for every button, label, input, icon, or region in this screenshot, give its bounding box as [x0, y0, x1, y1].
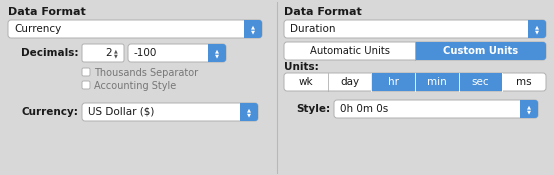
Text: ▼: ▼ [247, 112, 251, 117]
Text: ▼: ▼ [251, 29, 255, 34]
Text: -100: -100 [134, 48, 157, 58]
Text: Data Format: Data Format [8, 7, 86, 17]
Text: Custom Units: Custom Units [443, 46, 518, 56]
Text: sec: sec [471, 77, 489, 87]
Bar [520, 100, 529, 118]
Text: ▲: ▲ [251, 24, 255, 29]
Text: Automatic Units: Automatic Units [310, 46, 389, 56]
Text: Accounting Style: Accounting Style [94, 81, 176, 91]
FancyBboxPatch shape [82, 81, 90, 89]
Text: 0h 0m 0s: 0h 0m 0s [340, 104, 388, 114]
FancyBboxPatch shape [415, 42, 546, 60]
Bar [371, 73, 502, 91]
Text: ▲: ▲ [247, 107, 251, 112]
Text: 2: 2 [105, 48, 112, 58]
Text: ▲: ▲ [527, 104, 531, 109]
FancyBboxPatch shape [208, 44, 226, 62]
FancyBboxPatch shape [284, 42, 546, 60]
FancyBboxPatch shape [240, 103, 258, 121]
Text: ▼: ▼ [215, 53, 219, 58]
Text: ▲: ▲ [114, 48, 118, 54]
FancyBboxPatch shape [520, 100, 538, 118]
Text: ms: ms [516, 77, 532, 87]
FancyBboxPatch shape [8, 20, 262, 38]
FancyBboxPatch shape [334, 100, 538, 118]
Text: Style:: Style: [296, 104, 330, 114]
Text: ▼: ▼ [114, 53, 118, 58]
Text: Duration: Duration [290, 24, 336, 34]
FancyBboxPatch shape [128, 44, 226, 62]
Text: US Dollar ($): US Dollar ($) [88, 107, 155, 117]
Text: ▼: ▼ [535, 29, 539, 34]
Text: hr: hr [388, 77, 399, 87]
FancyBboxPatch shape [284, 73, 546, 91]
Text: Decimals:: Decimals: [20, 48, 78, 58]
Text: Thousands Separator: Thousands Separator [94, 68, 198, 78]
Text: ▼: ▼ [527, 109, 531, 114]
Text: day: day [340, 77, 359, 87]
Bar [244, 20, 253, 38]
Text: Data Format: Data Format [284, 7, 362, 17]
FancyBboxPatch shape [82, 44, 124, 62]
Text: Currency:: Currency: [21, 107, 78, 117]
Text: Units:: Units: [284, 62, 319, 72]
FancyBboxPatch shape [284, 20, 546, 38]
Text: Currency: Currency [14, 24, 61, 34]
FancyBboxPatch shape [244, 20, 262, 38]
Text: min: min [427, 77, 447, 87]
FancyBboxPatch shape [82, 103, 258, 121]
Text: wk: wk [299, 77, 313, 87]
FancyBboxPatch shape [528, 20, 546, 38]
Bar [528, 20, 537, 38]
Bar [240, 103, 249, 121]
Bar [208, 44, 217, 62]
Text: ▲: ▲ [535, 24, 539, 29]
FancyBboxPatch shape [82, 68, 90, 76]
Bar [415, 42, 459, 60]
Text: ▲: ▲ [215, 48, 219, 53]
